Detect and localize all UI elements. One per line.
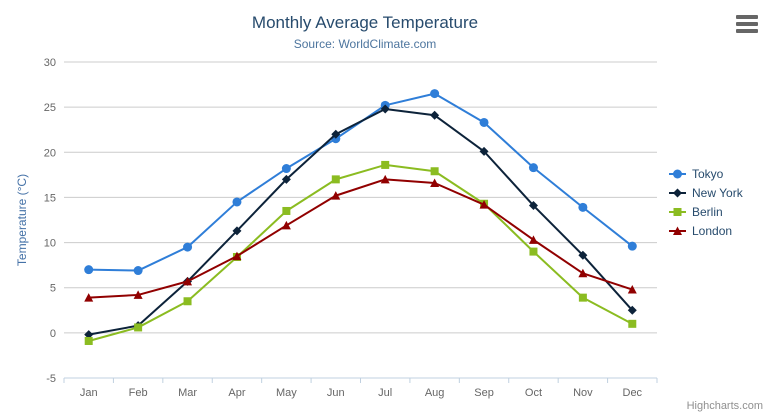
data-point[interactable] xyxy=(380,104,390,114)
data-point[interactable] xyxy=(528,201,538,211)
legend-label: Berlin xyxy=(692,204,723,219)
y-tick-label: 25 xyxy=(44,102,56,114)
data-point[interactable] xyxy=(430,110,440,120)
data-point[interactable] xyxy=(528,163,538,173)
data-point[interactable] xyxy=(183,297,192,306)
data-point[interactable] xyxy=(430,178,440,187)
data-point[interactable] xyxy=(479,200,489,209)
data-point[interactable] xyxy=(183,242,193,252)
chart-title: Monthly Average Temperature xyxy=(251,13,479,32)
y-tick-label: -5 xyxy=(46,373,56,385)
data-point[interactable] xyxy=(578,250,588,260)
data-point[interactable] xyxy=(627,241,637,251)
data-point[interactable] xyxy=(331,129,341,139)
y-tick-label: 5 xyxy=(50,283,56,295)
x-tick-label: Nov xyxy=(573,387,593,399)
series-line xyxy=(87,178,634,299)
data-point[interactable] xyxy=(134,323,143,332)
y-tick-label: 10 xyxy=(44,238,56,250)
y-tick-label: 15 xyxy=(44,192,56,204)
x-tick-label: Mar xyxy=(178,387,197,399)
data-point[interactable] xyxy=(133,290,143,299)
data-point[interactable] xyxy=(528,235,538,244)
data-point[interactable] xyxy=(183,276,193,286)
legend-label: New York xyxy=(692,185,743,200)
circle-legend-icon xyxy=(669,169,686,178)
data-point[interactable] xyxy=(479,146,489,156)
data-point[interactable] xyxy=(479,117,489,127)
data-point[interactable] xyxy=(281,164,291,174)
legend-item-london[interactable]: London xyxy=(669,221,743,240)
data-point[interactable] xyxy=(232,197,242,207)
series-new-york xyxy=(84,104,637,340)
hamburger-menu-icon[interactable] xyxy=(736,15,758,33)
series-line xyxy=(87,163,634,342)
data-point[interactable] xyxy=(529,247,538,256)
y-grid: -5 0 5 10 15 20 25 30 xyxy=(44,57,657,385)
y-tick-label: 20 xyxy=(44,147,56,159)
chart-subtitle: Source: WorldClimate.com xyxy=(293,37,437,51)
data-point[interactable] xyxy=(84,336,93,345)
triangle-legend-icon xyxy=(669,226,686,235)
legend-item-berlin[interactable]: Berlin xyxy=(669,202,743,221)
legend-label: Tokyo xyxy=(692,166,724,181)
x-tick-label: Aug xyxy=(425,387,445,399)
data-point[interactable] xyxy=(578,268,588,278)
x-tick-label: Dec xyxy=(623,387,643,399)
series-line xyxy=(87,107,634,336)
data-point[interactable] xyxy=(578,293,587,302)
legend-item-tokyo[interactable]: Tokyo xyxy=(669,164,743,183)
y-tick-label: 0 xyxy=(50,328,56,340)
x-tick-label: Jul xyxy=(378,387,392,399)
legend-label: London xyxy=(692,223,733,238)
series-line xyxy=(87,92,634,272)
diamond-legend-icon xyxy=(669,188,686,197)
x-tick-label: Oct xyxy=(525,387,542,399)
data-point[interactable] xyxy=(133,266,143,276)
x-tick-label: Sep xyxy=(474,387,494,399)
data-point[interactable] xyxy=(380,174,390,184)
data-point[interactable] xyxy=(84,293,94,302)
series-tokyo xyxy=(84,89,637,276)
data-point[interactable] xyxy=(281,220,291,230)
data-point[interactable] xyxy=(627,285,637,294)
x-tick-label: May xyxy=(276,387,297,399)
data-point[interactable] xyxy=(282,206,291,215)
data-point[interactable] xyxy=(84,265,94,275)
data-point[interactable] xyxy=(628,319,637,328)
data-point[interactable] xyxy=(84,330,94,340)
x-tick-label: Apr xyxy=(228,387,245,399)
data-point[interactable] xyxy=(281,174,291,184)
x-tick-label: Feb xyxy=(129,387,148,399)
data-point[interactable] xyxy=(627,305,637,315)
legend: Tokyo New York Berlin London xyxy=(669,164,743,240)
data-point[interactable] xyxy=(381,160,390,169)
data-point[interactable] xyxy=(331,191,341,200)
data-point[interactable] xyxy=(578,202,588,212)
data-point[interactable] xyxy=(232,226,242,236)
x-tick-label: Jan xyxy=(80,387,98,399)
y-axis-title: Temperature (°C) xyxy=(15,173,29,267)
legend-item-new-york[interactable]: New York xyxy=(669,183,743,202)
square-legend-icon xyxy=(669,207,686,216)
data-point[interactable] xyxy=(430,167,439,176)
data-point[interactable] xyxy=(430,89,440,99)
x-tick-label: Jun xyxy=(327,387,345,399)
highcharts-credit[interactable]: Highcharts.com xyxy=(686,400,763,412)
y-tick-label: 30 xyxy=(44,57,56,69)
x-axis: Jan Feb Mar Apr May Jun Jul Aug Sep Oct Nov Dec xyxy=(63,377,658,399)
data-point[interactable] xyxy=(232,251,242,261)
data-point[interactable] xyxy=(331,175,340,184)
series-london xyxy=(84,174,637,302)
